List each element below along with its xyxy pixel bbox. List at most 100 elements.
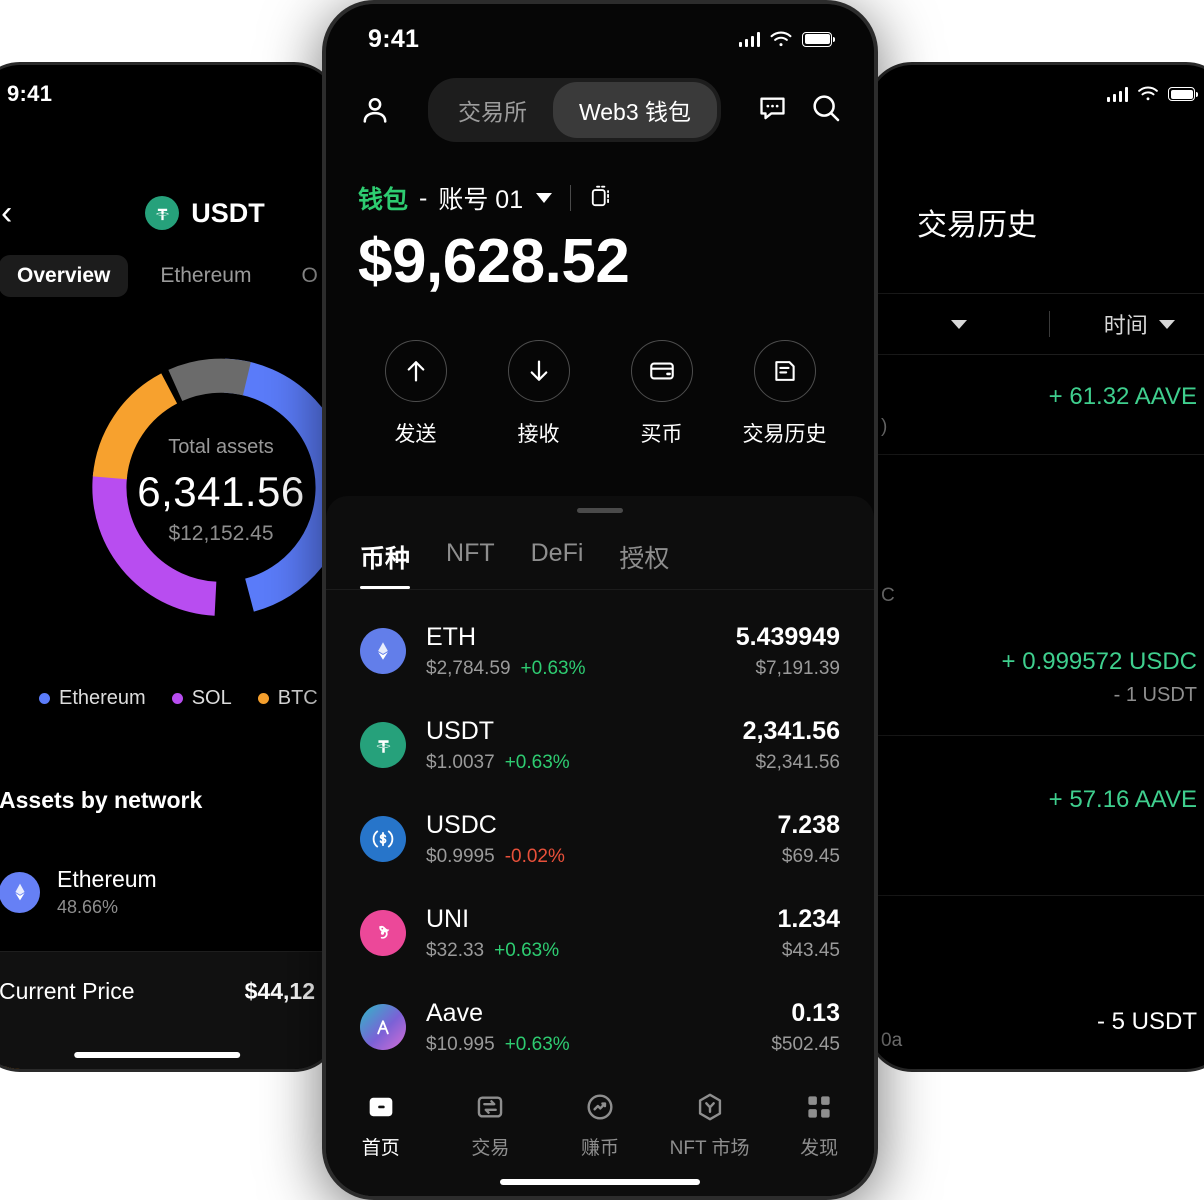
list-item[interactable]: USDT $1.0037 +0.63% 2,341.56 $2,341.56 [360, 698, 840, 792]
network-row-ethereum[interactable]: Ethereum 48.66% [0, 845, 337, 939]
tab-nft-market[interactable]: NFT 市场 [655, 1090, 765, 1160]
token-symbol: Aave [426, 998, 483, 1027]
center-header: 交易所 Web3 钱包 [326, 74, 874, 146]
filter-type-dropdown[interactable] [869, 319, 1049, 329]
token-symbol: UNI [426, 904, 470, 933]
chat-icon[interactable] [757, 92, 788, 128]
wifi-icon [770, 31, 792, 46]
tab-earn[interactable]: 赚币 [545, 1090, 655, 1160]
filter-time-label: 时间 [1103, 313, 1148, 338]
legend-item-ethereum: Ethereum [39, 687, 146, 710]
status-time: 9:41 [368, 24, 420, 53]
tab-trade[interactable]: 交易 [436, 1090, 546, 1160]
transaction-sub-amount: - 1 USDT [1113, 684, 1197, 706]
tab-coins[interactable]: 币种 [360, 539, 411, 589]
tab-discover[interactable]: 发现 [764, 1090, 874, 1160]
wallet-name: 钱包 [358, 186, 409, 214]
action-buy[interactable]: 买币 [619, 340, 705, 448]
token-amounts: 7.238 $69.45 [777, 811, 840, 868]
table-row[interactable]: + 61.32 AAVE ) [869, 355, 1204, 455]
table-row[interactable]: C + 0.999572 USDC - 1 USDT [869, 455, 1204, 736]
donut-legend: Ethereum SOL BTC [39, 687, 318, 710]
wallet-divider [570, 185, 572, 211]
total-assets-sub: $12,152.45 [168, 522, 274, 545]
token-price: $0.9995 [426, 845, 495, 867]
total-assets-label: Total assets [168, 436, 274, 458]
left-phone-screen: 9:41 ‹ USDT Overview Ethereum O [0, 65, 337, 1069]
status-time: 9:41 [7, 81, 53, 106]
token-change: +0.63% [520, 657, 586, 679]
status-icons [738, 31, 835, 48]
tab-ethereum[interactable]: Ethereum [160, 264, 252, 287]
token-symbol: USDC [426, 810, 497, 839]
bottom-tab-bar: 首页 交易 赚币 [326, 1076, 874, 1196]
tab-label: 发现 [800, 1138, 839, 1159]
aave-icon [360, 1004, 406, 1050]
usdc-icon [360, 816, 406, 862]
transaction-amount: + 0.999572 USDC [1001, 648, 1197, 675]
token-amounts: 5.439949 $7,191.39 [736, 623, 840, 680]
tab-nft[interactable]: NFT [446, 539, 495, 567]
current-price-bar: Current Price $44,12 [0, 951, 337, 1069]
table-row[interactable]: + 5 USDT ba86 [869, 1064, 1204, 1069]
list-item[interactable]: Aave $10.995 +0.63% 0.13 $502.45 [360, 980, 840, 1074]
wallet-selector[interactable]: 钱包 - 账号 01 [358, 180, 615, 216]
legend-dot-sol [171, 693, 183, 704]
arrow-up-icon [384, 340, 447, 402]
exchange-icon [478, 1096, 503, 1118]
segment-web3-wallet[interactable]: Web3 钱包 [552, 82, 718, 138]
list-item[interactable]: ETH $2,784.59 +0.63% 5.439949 $7,191.39 [360, 604, 840, 698]
token-value: $2,341.56 [755, 751, 840, 773]
legend-item-sol: SOL [171, 687, 232, 710]
uniswap-icon [360, 910, 406, 956]
token-change: -0.02% [504, 845, 565, 867]
token-sub: $2,784.59 +0.63% [426, 658, 716, 680]
right-phone-frame: 交易历史 时间 + 61.32 AAVE ) C + 0.9995 [866, 62, 1204, 1072]
left-nav-bar: ‹ USDT [0, 183, 337, 243]
tab-defi[interactable]: DeFi [530, 539, 584, 567]
wifi-icon [1138, 86, 1158, 101]
token-info: UNI $32.33 +0.63% [426, 905, 757, 962]
action-label: 发送 [394, 423, 437, 446]
mode-switch: 交易所 Web3 钱包 [427, 78, 722, 142]
home-indicator [500, 1179, 700, 1185]
token-info: USDC $0.9995 -0.02% [426, 811, 757, 868]
tab-other[interactable]: O [301, 264, 318, 287]
search-icon[interactable] [810, 92, 842, 129]
action-history[interactable]: 交易历史 [742, 340, 828, 448]
token-sub: $10.995 +0.63% [426, 1034, 751, 1056]
chevron-down-icon[interactable] [536, 193, 553, 203]
left-nav-title-text: USDT [191, 197, 265, 228]
tab-approvals[interactable]: 授权 [619, 545, 670, 573]
legend-dot-ethereum [39, 693, 50, 704]
filter-time-dropdown[interactable]: 时间 [1050, 308, 1204, 340]
assets-by-network-title: Assets by network [0, 787, 203, 813]
token-value: $43.45 [781, 939, 840, 961]
copy-icon[interactable] [589, 183, 615, 214]
tab-overview[interactable]: Overview [0, 255, 129, 297]
sheet-grabber[interactable] [577, 508, 623, 513]
tab-home[interactable]: 首页 [326, 1090, 436, 1160]
discover-icon [808, 1096, 830, 1118]
chevron-left-icon[interactable]: ‹ [1, 194, 13, 232]
battery-icon [802, 31, 835, 47]
person-icon[interactable] [358, 93, 392, 127]
token-amounts: 1.234 $43.45 [777, 905, 840, 962]
token-quantity: 0.13 [791, 998, 840, 1027]
table-row[interactable]: - 5 USDT 0a [869, 896, 1204, 1064]
transaction-hash: C [881, 585, 895, 606]
nft-icon [698, 1093, 721, 1121]
action-receive[interactable]: 接收 [496, 340, 582, 448]
action-send[interactable]: 发送 [373, 340, 459, 448]
ethereum-icon [360, 628, 406, 674]
list-item[interactable]: USDC $0.9995 -0.02% 7.238 $69.45 [360, 792, 840, 886]
left-nav-title: USDT [69, 196, 337, 230]
list-item[interactable]: UNI $32.33 +0.63% 1.234 $43.45 [360, 886, 840, 980]
legend-label-btc: BTC [277, 687, 318, 709]
segment-exchange[interactable]: 交易所 [457, 99, 527, 125]
status-icons [1106, 86, 1198, 102]
current-price-value: $44,12 [244, 978, 315, 1004]
table-row[interactable]: + 57.16 AAVE [869, 736, 1204, 896]
transaction-filter-bar: 时间 [869, 293, 1204, 355]
token-change: +0.63% [504, 1033, 570, 1055]
